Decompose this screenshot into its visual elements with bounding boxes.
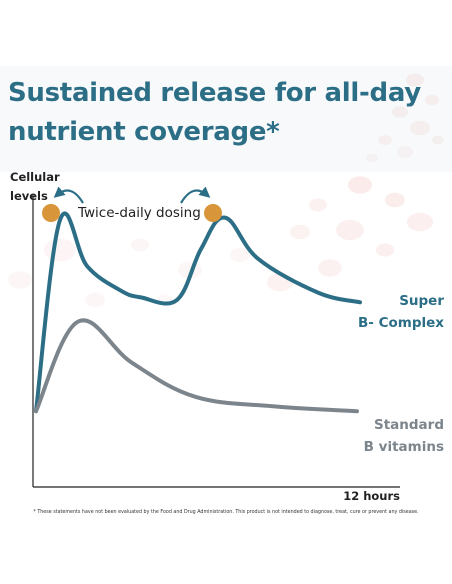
y-axis-label-line-1: Cellular	[10, 170, 60, 184]
blood-cell-decoration	[44, 238, 76, 262]
dosing-annotation: Twice-daily dosing	[78, 205, 201, 221]
blood-cell-decoration	[348, 176, 372, 194]
y-axis-label-line-2: levels	[10, 189, 48, 203]
series-label-standard-b-vitamins: Standard B vitamins	[346, 414, 444, 458]
series-label-super-b-complex: Super B- Complex	[346, 290, 444, 334]
blood-cell-decoration	[85, 292, 105, 308]
x-axis-end-label: 12 hours	[343, 489, 400, 503]
blood-cell-decoration	[407, 212, 433, 232]
dose-arrow	[180, 186, 211, 204]
series-label-super-line-2: B- Complex	[358, 315, 444, 331]
standard-b-vitamins-line	[34, 318, 359, 414]
blood-cell-decoration	[8, 271, 32, 289]
blood-cell-decoration	[178, 261, 202, 279]
series-label-standard-line-1: Standard	[374, 417, 444, 433]
title-line-1: Sustained release for all-day	[8, 78, 421, 108]
dose-markers	[42, 186, 222, 222]
title-band	[0, 66, 452, 172]
y-axis-label: Cellular levels	[10, 168, 80, 206]
series-layer	[34, 211, 362, 414]
axes	[32, 195, 400, 488]
blood-cell-decoration	[131, 238, 149, 252]
page-title: Sustained release for all-day nutrient c…	[8, 74, 421, 152]
series-label-standard-line-2: B vitamins	[363, 439, 444, 455]
blood-cell-decoration	[318, 259, 342, 277]
blood-cell-decoration	[230, 247, 250, 263]
dose-marker-dot	[204, 204, 222, 222]
dose-arrow	[53, 186, 84, 204]
blood-cell-decoration	[336, 219, 364, 241]
disclaimer-footnote: * These statements have not been evaluat…	[33, 510, 419, 515]
blood-cell-decoration	[385, 192, 405, 208]
series-label-super-line-1: Super	[399, 293, 444, 309]
blood-cell-decoration	[290, 224, 310, 240]
blood-cell-decoration	[309, 198, 327, 212]
title-line-2: nutrient coverage*	[8, 117, 280, 147]
dose-marker-dot	[42, 204, 60, 222]
blood-cell-decoration	[376, 243, 394, 257]
super-b-complex-line	[34, 211, 362, 414]
